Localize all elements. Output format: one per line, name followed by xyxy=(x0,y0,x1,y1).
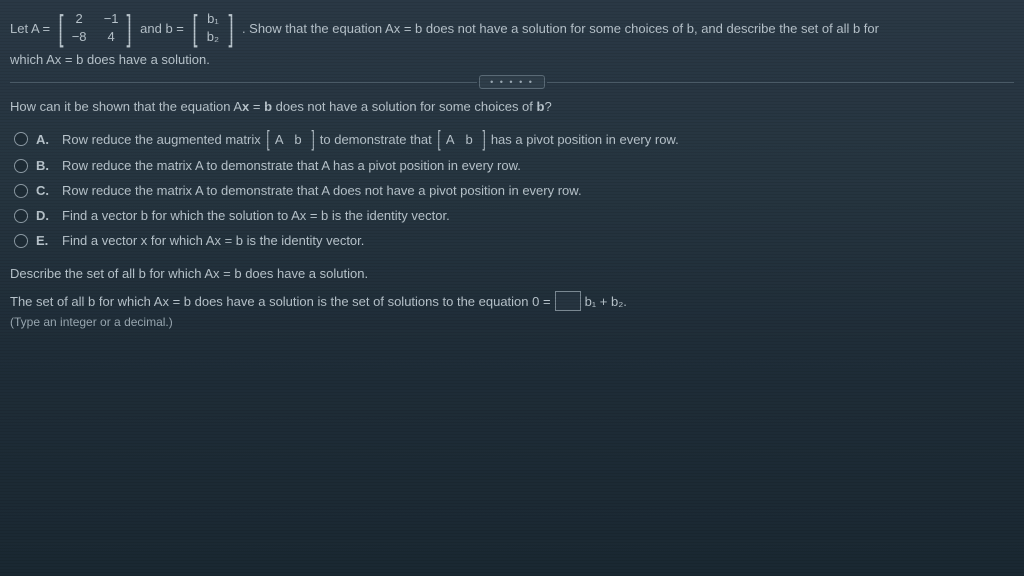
let-a-label: Let A = xyxy=(10,21,50,36)
matrix-b: [ b₁ b₂ ] xyxy=(190,8,236,48)
matrix-b-r2: b₂ xyxy=(204,28,222,46)
matrix-a-r1c2: −1 xyxy=(102,10,120,28)
radio-icon[interactable] xyxy=(14,209,28,223)
statement-line2: which Ax = b does have a solution. xyxy=(10,52,1014,67)
radio-icon[interactable] xyxy=(14,132,28,146)
answer-line: The set of all b for which Ax = b does h… xyxy=(10,291,1014,311)
answer-hint: (Type an integer or a decimal.) xyxy=(10,315,1014,329)
choice-d-label: D. xyxy=(36,208,54,223)
radio-icon[interactable] xyxy=(14,234,28,248)
matrix-b-r1: b₁ xyxy=(204,10,222,28)
divider xyxy=(547,82,1014,83)
choice-c-label: C. xyxy=(36,183,54,198)
matrix-a-r2c1: −8 xyxy=(70,28,88,46)
matrix-a: [ 2 −1 −8 4 ] xyxy=(56,8,134,48)
choice-e-label: E. xyxy=(36,233,54,248)
choice-b-label: B. xyxy=(36,158,54,173)
choice-a-post: has a pivot position in every row. xyxy=(491,132,679,147)
choice-a-pre: Row reduce the augmented matrix xyxy=(62,132,261,147)
choice-a-mid: to demonstrate that xyxy=(320,132,432,147)
radio-icon[interactable] xyxy=(14,184,28,198)
choice-e-text: Find a vector x for which Ax = b is the … xyxy=(62,233,364,248)
choices-group: A. Row reduce the augmented matrix [A b]… xyxy=(14,130,1014,248)
more-button[interactable]: • • • • • xyxy=(479,75,545,89)
inline-matrix-ab-2: [A b] xyxy=(436,130,487,148)
choice-d[interactable]: D. Find a vector b for which the solutio… xyxy=(14,208,1014,223)
question-text: How can it be shown that the equation Ax… xyxy=(10,99,1014,114)
problem-statement: Let A = [ 2 −1 −8 4 ] and b = [ b₁ b₂ xyxy=(10,8,1014,48)
divider xyxy=(10,82,477,83)
choice-e[interactable]: E. Find a vector x for which Ax = b is t… xyxy=(14,233,1014,248)
and-b-label: and b = xyxy=(140,21,184,36)
statement-part1: . Show that the equation Ax = b does not… xyxy=(242,21,879,36)
choice-a-label: A. xyxy=(36,132,54,147)
choice-c[interactable]: C. Row reduce the matrix A to demonstrat… xyxy=(14,183,1014,198)
answer-input[interactable] xyxy=(555,291,581,311)
matrix-a-r1c1: 2 xyxy=(70,10,88,28)
choice-d-text: Find a vector b for which the solution t… xyxy=(62,208,450,223)
inline-matrix-ab-1: [A b] xyxy=(265,130,316,148)
describe-prompt: Describe the set of all b for which Ax =… xyxy=(10,266,1014,281)
matrix-a-r2c2: 4 xyxy=(102,28,120,46)
answer-pre: The set of all b for which Ax = b does h… xyxy=(10,294,551,309)
choice-c-text: Row reduce the matrix A to demonstrate t… xyxy=(62,183,582,198)
choice-b[interactable]: B. Row reduce the matrix A to demonstrat… xyxy=(14,158,1014,173)
radio-icon[interactable] xyxy=(14,159,28,173)
choice-b-text: Row reduce the matrix A to demonstrate t… xyxy=(62,158,521,173)
answer-term: b₁ + b₂. xyxy=(585,294,627,309)
choice-a-text: Row reduce the augmented matrix [A b] to… xyxy=(62,130,679,148)
choice-a[interactable]: A. Row reduce the augmented matrix [A b]… xyxy=(14,130,1014,148)
